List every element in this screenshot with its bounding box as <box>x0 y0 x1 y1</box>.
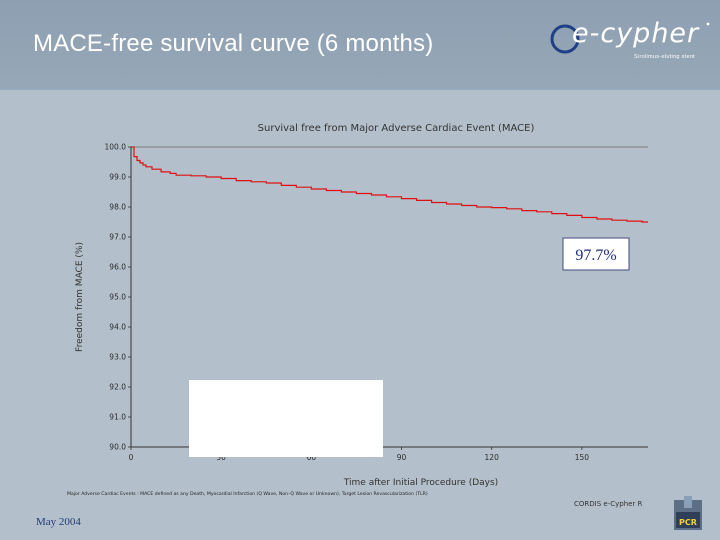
slide-date: May 2004 <box>36 516 81 528</box>
blank-overlay-box <box>189 380 383 457</box>
y-tick-label: 98.0 <box>109 203 126 212</box>
logo-wordmark: e-cypher <box>572 18 700 49</box>
slide-title: MACE-free survival curve (6 months) <box>33 30 434 57</box>
y-tick-label: 97.0 <box>109 233 126 242</box>
x-axis-title: Time after Initial Procedure (Days) <box>343 478 498 488</box>
y-tick-label: 94.0 <box>109 323 126 332</box>
x-tick-label: 60 <box>307 453 317 462</box>
y-tick-label: 99.0 <box>109 173 126 182</box>
footnote: Major Adverse Cardiac Events : MACE defi… <box>67 492 428 497</box>
y-tick-label: 95.0 <box>109 293 126 302</box>
logo-tagline: Sirolimus-eluting stent <box>634 54 696 60</box>
y-axis-title: Freedom from MACE (%) <box>75 242 85 352</box>
y-tick-label: 91.0 <box>109 413 126 422</box>
x-tick-label: 0 <box>129 453 134 462</box>
y-tick-label: 100.0 <box>105 143 127 152</box>
chart-title: Survival free from Major Adverse Cardiac… <box>258 123 535 134</box>
slide-header: MACE-free survival curve (6 months) e-cy… <box>0 0 720 90</box>
pcr-badge: PCR <box>674 496 702 530</box>
x-tick-label: 90 <box>397 453 407 462</box>
y-tick-label: 90.0 <box>109 443 126 452</box>
y-tick-label: 93.0 <box>109 353 126 362</box>
e-cypher-logo <box>550 22 710 54</box>
x-tick-label: 150 <box>575 453 590 462</box>
x-tick-label: 120 <box>485 453 500 462</box>
annotation-value: 97.7% <box>575 247 616 264</box>
credit-label: CORDIS e-Cypher R <box>574 500 643 508</box>
survival-chart: Survival free from Major Adverse Cardiac… <box>62 100 656 512</box>
badge-label: PCR <box>679 518 697 527</box>
y-tick-label: 96.0 <box>109 263 126 272</box>
y-tick-label: 92.0 <box>109 383 126 392</box>
plot-area: 90.0 91.0 92.0 93.0 94.0 95.0 96.0 97.0 98.0 99.0… <box>105 143 648 462</box>
x-tick-label: 30 <box>216 453 226 462</box>
annotation-frame <box>562 237 630 271</box>
survival-curve <box>131 146 648 223</box>
annotation-box: 97.7% <box>562 237 630 271</box>
